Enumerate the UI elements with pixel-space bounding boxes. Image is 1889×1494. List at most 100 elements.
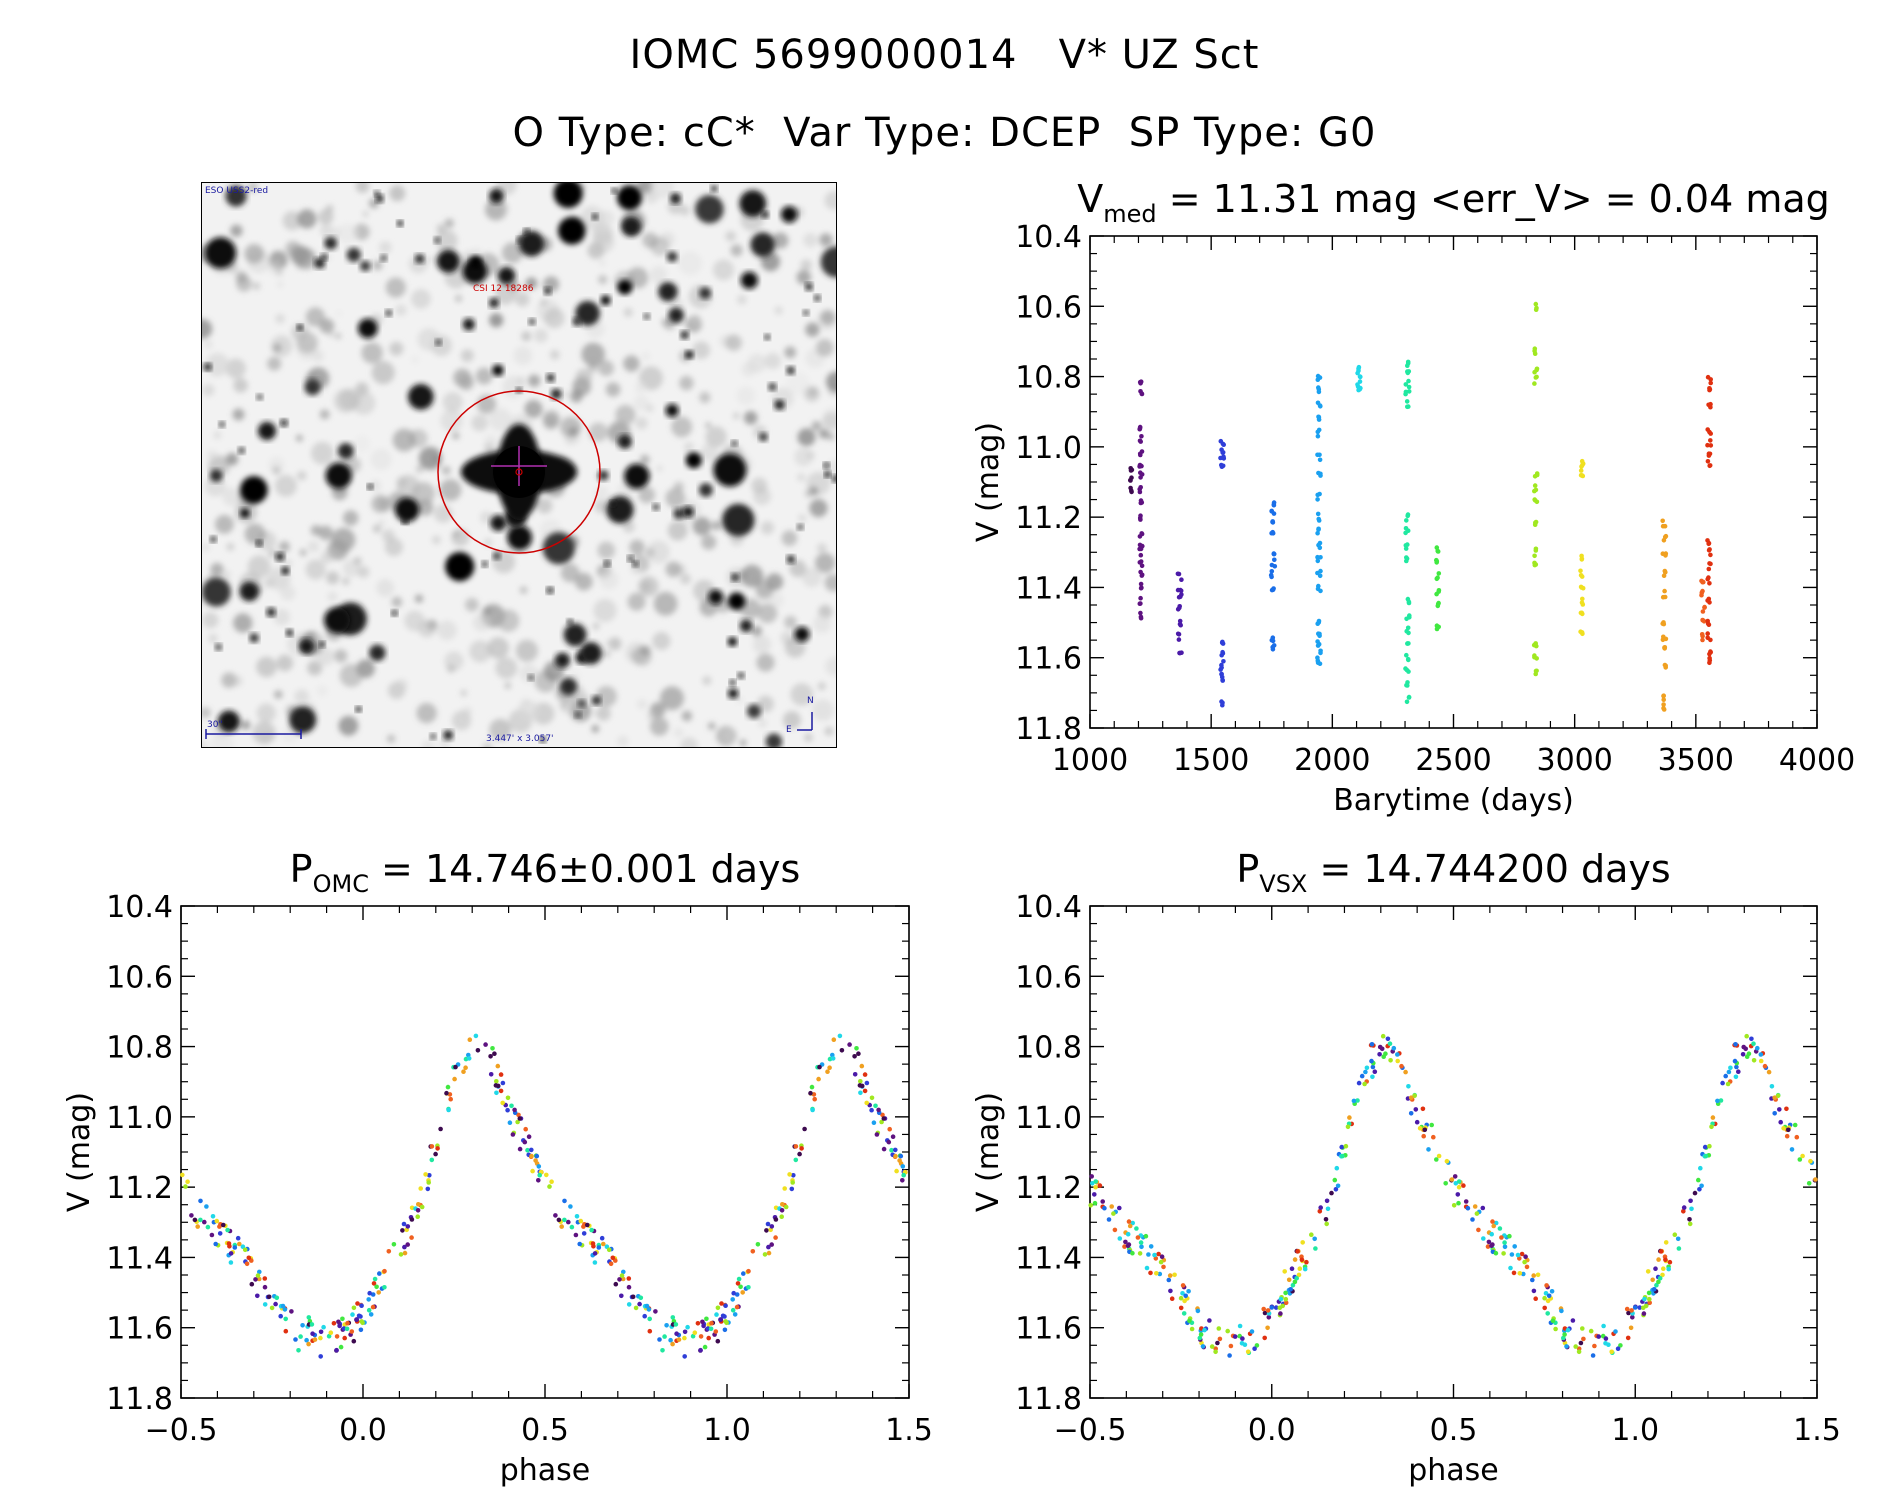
data-point xyxy=(764,1228,769,1233)
data-point xyxy=(1332,1177,1338,1183)
data-point xyxy=(244,1261,250,1267)
data-point xyxy=(1524,1264,1530,1270)
data-point xyxy=(1370,1074,1375,1080)
data-point xyxy=(1273,1305,1279,1310)
data-point xyxy=(1406,384,1412,390)
data-point xyxy=(1592,1343,1597,1349)
scale-label: 30" xyxy=(207,720,223,730)
data-point xyxy=(1699,592,1704,598)
y-tick-label: 10.8 xyxy=(106,1031,173,1066)
data-point xyxy=(1663,1240,1669,1245)
data-point xyxy=(1581,1336,1586,1342)
data-point xyxy=(358,1327,364,1333)
survey-label: ESO USS2-red xyxy=(205,186,269,196)
data-point xyxy=(1542,1305,1547,1311)
data-point xyxy=(1369,1042,1375,1047)
x-tick-label: 1000 xyxy=(1052,743,1128,778)
data-point xyxy=(894,1168,899,1174)
data-point xyxy=(435,1146,440,1151)
x-tick-label: 2000 xyxy=(1294,743,1370,778)
data-point xyxy=(735,1281,741,1286)
data-point xyxy=(1316,618,1322,624)
data-point xyxy=(1315,530,1320,536)
data-point xyxy=(1128,478,1133,483)
y-tick-label: 11.4 xyxy=(1015,571,1082,606)
data-point xyxy=(1090,1181,1095,1186)
x-axis-label: Barytime (days) xyxy=(1333,783,1574,818)
data-point xyxy=(559,1224,564,1229)
data-point xyxy=(1509,1252,1515,1257)
data-point xyxy=(852,1054,857,1059)
data-point xyxy=(1315,570,1320,576)
data-point xyxy=(1220,677,1225,683)
data-point xyxy=(1553,1326,1558,1332)
data-point xyxy=(309,1322,315,1327)
data-point xyxy=(1662,662,1668,668)
data-point xyxy=(1218,667,1223,672)
data-point xyxy=(1629,1308,1634,1313)
data-point xyxy=(596,1245,602,1250)
data-point xyxy=(452,1076,457,1082)
data-point xyxy=(262,1284,268,1290)
data-point xyxy=(1660,523,1666,529)
data-point xyxy=(1317,457,1323,463)
data-point xyxy=(1626,1310,1631,1316)
data-point xyxy=(1806,1181,1812,1186)
data-point xyxy=(1531,1288,1537,1294)
data-point xyxy=(1705,442,1710,448)
data-point xyxy=(556,1217,562,1223)
x-tick-label: 3500 xyxy=(1658,743,1734,778)
data-point xyxy=(1093,1179,1098,1184)
data-point xyxy=(592,1260,598,1265)
data-point xyxy=(1288,1287,1293,1292)
data-point xyxy=(1122,1244,1127,1249)
data-point xyxy=(701,1323,706,1329)
y-tick-label: 11.6 xyxy=(1015,1312,1082,1347)
data-point xyxy=(1702,1144,1708,1150)
data-point xyxy=(377,1271,382,1276)
data-point xyxy=(483,1042,488,1047)
data-point xyxy=(647,1328,653,1334)
data-point xyxy=(1227,1353,1232,1358)
data-point xyxy=(1533,301,1539,307)
data-point xyxy=(1601,1323,1606,1329)
data-point xyxy=(1239,1341,1245,1346)
data-point xyxy=(1647,1300,1652,1306)
data-point xyxy=(1517,1271,1523,1276)
data-point xyxy=(1297,1266,1303,1271)
data-point xyxy=(1380,1033,1386,1039)
data-point xyxy=(1580,602,1586,607)
data-point xyxy=(1127,1223,1133,1229)
data-point xyxy=(1356,364,1362,370)
data-point xyxy=(793,1144,799,1149)
data-point xyxy=(793,1157,799,1163)
object-title: IOMC 5699000014 V* UZ Sct xyxy=(629,32,1260,78)
data-point xyxy=(1265,1308,1271,1313)
data-point xyxy=(1262,1335,1267,1341)
data-point xyxy=(1299,1257,1305,1263)
data-point xyxy=(1715,1098,1720,1104)
data-point xyxy=(368,1312,374,1317)
data-point xyxy=(1775,1093,1781,1098)
data-point xyxy=(204,1204,209,1209)
data-point xyxy=(1632,1305,1638,1310)
data-point xyxy=(1388,1058,1393,1063)
data-point xyxy=(351,1338,357,1344)
data-point xyxy=(619,1293,624,1299)
data-point xyxy=(1542,1295,1547,1301)
data-point xyxy=(1453,1181,1459,1186)
data-point xyxy=(1100,1199,1105,1204)
data-point xyxy=(278,1313,284,1319)
finder-chart-image: ESO USS2-red CSI 12 18286 30" 3.447' x 3… xyxy=(201,182,837,748)
data-point xyxy=(1406,694,1412,700)
data-point xyxy=(1143,1233,1149,1239)
data-point xyxy=(1660,594,1666,600)
data-point xyxy=(1177,650,1183,656)
data-point xyxy=(766,1244,771,1250)
data-point xyxy=(1725,1081,1731,1087)
data-point xyxy=(1271,551,1277,557)
data-point xyxy=(423,1172,428,1177)
data-point xyxy=(1176,637,1182,642)
data-point xyxy=(544,1172,549,1178)
